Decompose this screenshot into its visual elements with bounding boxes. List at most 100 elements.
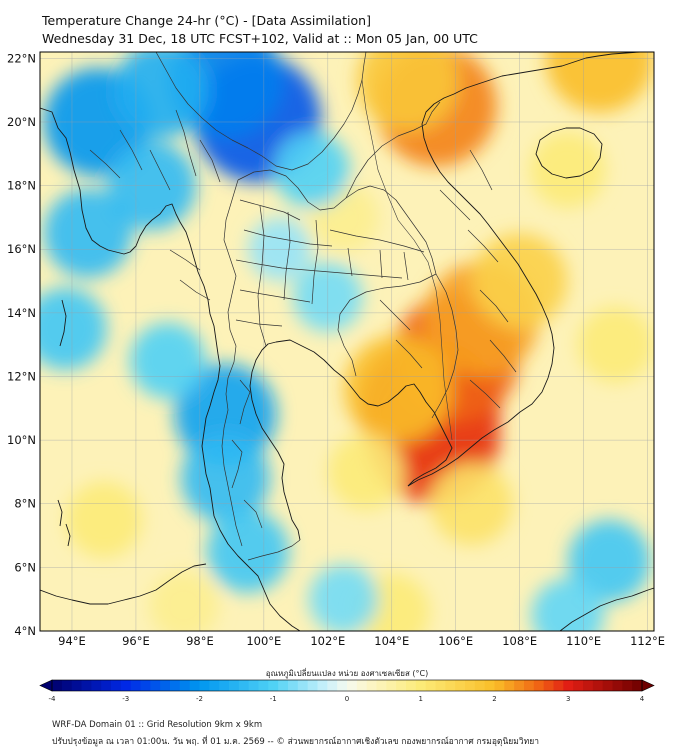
anomaly-cell-11 [529, 131, 606, 208]
colorbar-segment [71, 680, 82, 691]
hainan-island [535, 127, 603, 179]
colorbar-segment [130, 680, 141, 691]
colorbar-segment [238, 680, 250, 691]
anomaly-cell-10 [328, 433, 405, 510]
colorbar-segment [278, 680, 289, 691]
colorbar-segment [199, 680, 210, 691]
colorbar-segment [258, 680, 269, 691]
chart-title: Temperature Change 24-hr (°C) - [Data As… [42, 13, 371, 28]
mekong-river [361, 79, 453, 441]
andaman-islands [57, 299, 71, 547]
graticule [40, 52, 654, 631]
lon-tick-label: 106°E [438, 634, 473, 648]
colorbar-tick-label: -1 [270, 695, 277, 703]
colorbar-segment [435, 680, 446, 691]
lon-tick-label: 98°E [186, 634, 214, 648]
colorbar-segment [406, 680, 417, 691]
border-thailand-myanmar [221, 179, 243, 547]
colorbar-segment [297, 680, 309, 691]
colorbar-segment [170, 680, 181, 691]
colorbar-segment [543, 680, 554, 691]
lat-tick-label: 14°N [7, 306, 36, 320]
colorbar-frame [51, 679, 643, 692]
colorbar-segment [533, 680, 545, 691]
coastline-myanmar-west [40, 107, 221, 517]
colorbar-segment [101, 680, 112, 691]
coastlines-and-borders [40, 52, 654, 631]
map-panel [40, 52, 654, 631]
province-boundaries [89, 52, 517, 561]
colorbar-segment [150, 680, 161, 691]
map-frame [39, 51, 655, 632]
latitude-axis: 22°N 20°N 18°N 16°N 14°N 12°N 10°N 8°N 6°N 4°N [7, 51, 36, 638]
lat-tick-label: 18°N [7, 179, 36, 193]
colorbar-segment [455, 680, 466, 691]
lat-tick-label: 4°N [14, 624, 36, 638]
lon-tick-label: 104°E [374, 634, 409, 648]
borneo-coast [559, 587, 654, 631]
border-thailand-cambodia [337, 273, 437, 377]
colorbar-segment [612, 680, 623, 691]
colorbar-segment [514, 680, 525, 691]
colorbar-segment [356, 680, 368, 691]
colorbar-segment [347, 680, 358, 691]
colorbar-segment [366, 680, 377, 691]
colorbar-tick-label: -3 [122, 695, 129, 703]
colorbar: -4 -3 -2 -1 0 1 2 3 4 [39, 679, 655, 703]
colorbar-segment [160, 680, 171, 691]
colorbar-segment [445, 680, 456, 691]
colorbar-segment [268, 680, 279, 691]
colorbar-segment [229, 680, 240, 691]
colorbar-segment [140, 680, 151, 691]
colorbar-max-arrow [641, 679, 655, 692]
colorbar-segment [81, 680, 92, 691]
lat-tick-label: 10°N [7, 433, 36, 447]
lon-tick-label: 110°E [566, 634, 601, 648]
colorbar-segment [573, 680, 584, 691]
anomaly-cell-21 [43, 188, 133, 278]
colorbar-segment [288, 680, 299, 691]
colorbar-segment [386, 680, 397, 691]
colorbar-tick-label: -4 [49, 695, 57, 703]
rivers [361, 79, 453, 441]
colorbar-segment [376, 680, 387, 691]
anomaly-cell-12 [577, 306, 654, 383]
lon-tick-label: 108°E [502, 634, 537, 648]
anomaly-cell-27 [129, 322, 206, 399]
lat-tick-label: 20°N [7, 115, 36, 129]
colorbar-segment [524, 680, 535, 691]
lon-tick-label: 96°E [122, 634, 150, 648]
lat-tick-label: 12°N [7, 369, 36, 383]
province-grid-mainland [89, 109, 517, 409]
colorbar-tick-label: 3 [566, 695, 570, 703]
colorbar-tick-label: -2 [196, 695, 203, 703]
anomaly-cell-25 [181, 433, 270, 523]
anomaly-cell-13 [66, 481, 142, 558]
colorbar-segment [602, 680, 613, 691]
lat-tick-label: 8°N [14, 497, 36, 511]
anomaly-cell-32 [531, 578, 605, 631]
colorbar-segment [425, 680, 436, 691]
lat-tick-label: 22°N [7, 51, 36, 65]
colorbar-segment [327, 680, 338, 691]
colorbar-segment [632, 680, 643, 691]
colorbar-segment [317, 680, 328, 691]
footer-credit: ปรับปรุงข้อมูล ณ เวลา 01:00น. วัน พฤ. ที… [52, 737, 539, 747]
colorbar-tick-label: 0 [345, 695, 349, 703]
colorbar-segment [91, 680, 102, 691]
colorbar-segment [484, 680, 495, 691]
coastline-vietnam-south [407, 93, 555, 487]
anomaly-cell-20 [113, 52, 210, 138]
border-myanmar-china [155, 52, 367, 171]
anomaly-cell-4 [344, 335, 453, 444]
colorbar-segment [592, 680, 604, 691]
colorbar-segment [248, 680, 259, 691]
lat-tick-label: 16°N [7, 242, 36, 256]
chart-subtitle: Wednesday 31 Dec, 18 UTC FCST+102, Valid… [42, 31, 478, 46]
colorbar-min-arrow [39, 679, 53, 692]
sumatra-coast [40, 563, 207, 605]
anomaly-cell-28 [273, 131, 350, 208]
colorbar-segment [494, 680, 505, 691]
colorbar-segment [337, 680, 348, 691]
